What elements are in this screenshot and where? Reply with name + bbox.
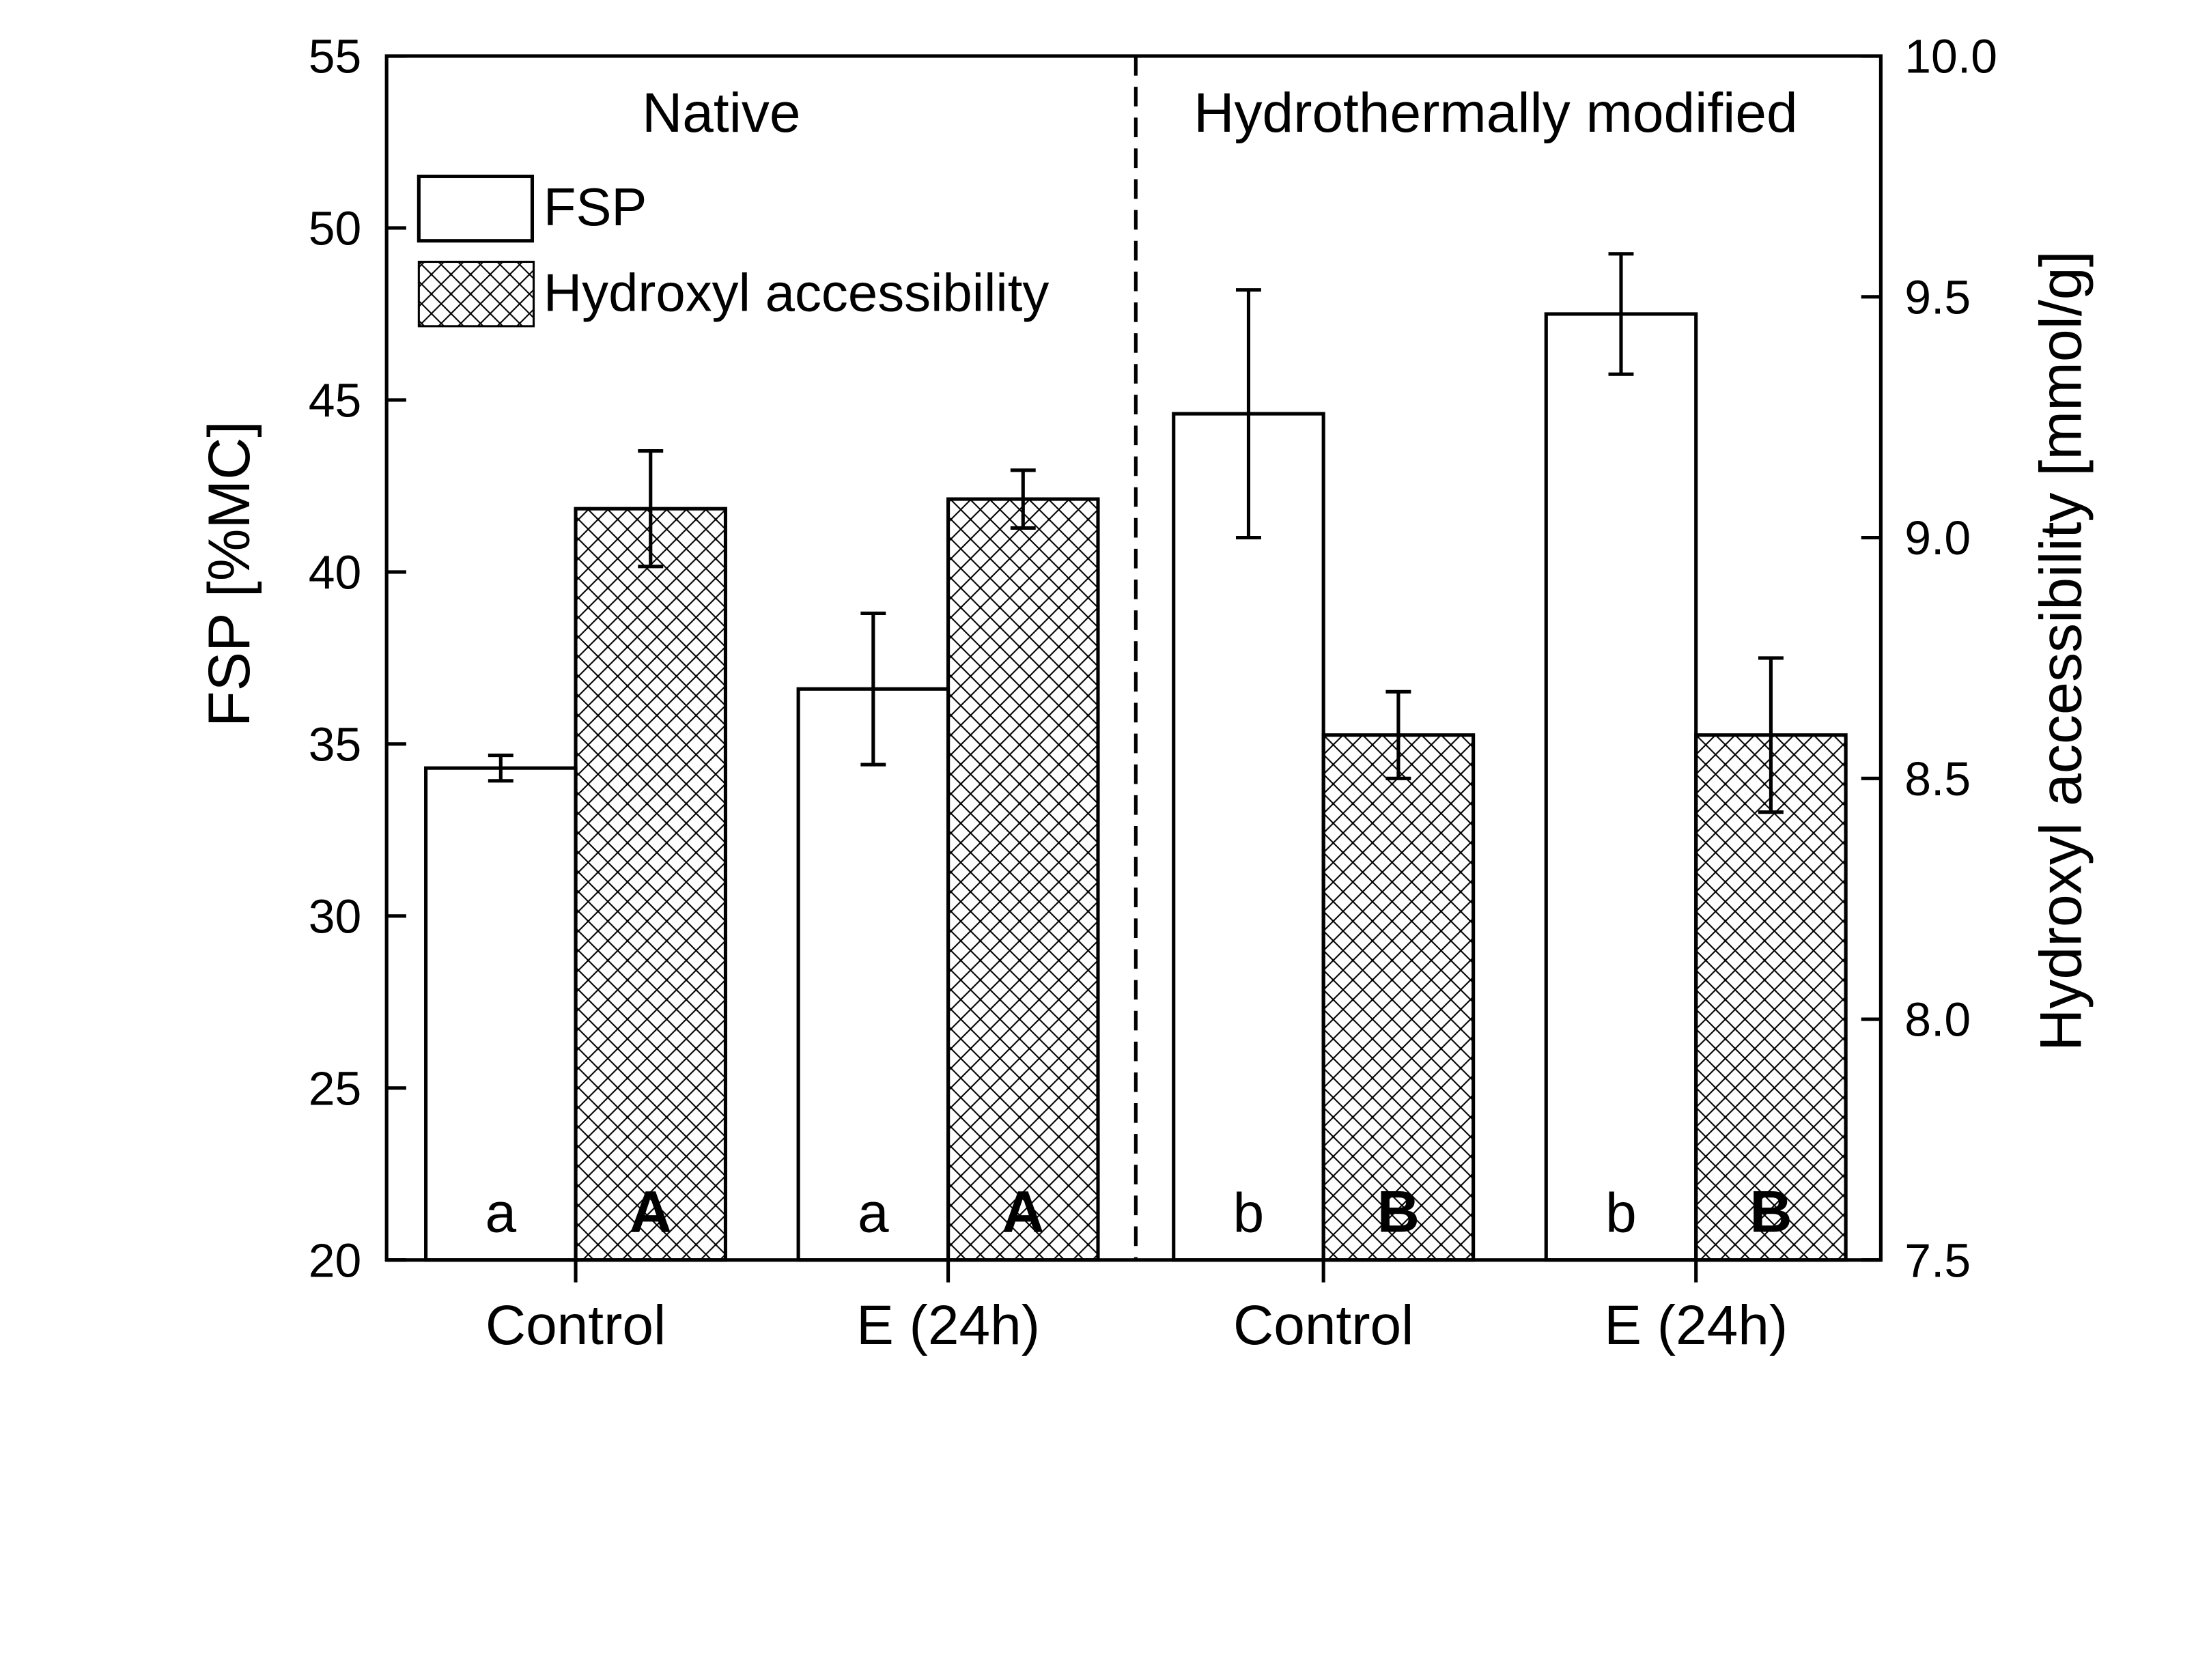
x-tick-label: E (24h) xyxy=(856,1294,1040,1356)
bar-fsp-0 xyxy=(424,766,578,1262)
legend-swatch-hydroxyl xyxy=(417,260,535,328)
legend-label-hydroxyl: Hydroxyl accessibility xyxy=(544,262,1049,322)
error-bar xyxy=(1010,468,1036,530)
plot-frame xyxy=(384,54,1883,1262)
significance-letter: A xyxy=(630,1180,672,1245)
significance-letter: A xyxy=(1002,1180,1044,1245)
y-tick-label-right: 9.0 xyxy=(1904,511,1971,565)
bar-fsp-2 xyxy=(1172,412,1325,1262)
error-bar xyxy=(488,753,513,783)
group-label-modified: Hydrothermally modified xyxy=(1194,82,1797,144)
error-bar xyxy=(1385,689,1411,780)
y-tick-label-left: 45 xyxy=(309,374,362,427)
y-tick-label-right: 9.5 xyxy=(1904,270,1971,324)
significance-letter: a xyxy=(858,1182,889,1244)
legend-label-fsp: FSP xyxy=(544,177,647,237)
y-axis-label-left: FSP [%MC] xyxy=(197,421,262,727)
error-bar xyxy=(860,611,886,767)
error-bar xyxy=(1758,656,1784,814)
significance-letter: b xyxy=(1233,1182,1265,1244)
x-tick-label: E (24h) xyxy=(1604,1294,1788,1356)
bar-hydroxyl-1 xyxy=(946,497,1100,1262)
group-label-native: Native xyxy=(642,82,800,144)
significance-letter: b xyxy=(1605,1182,1637,1244)
significance-letter: B xyxy=(1749,1180,1792,1245)
bar-hydroxyl-0 xyxy=(574,507,728,1262)
y-tick-label-left: 20 xyxy=(309,1234,362,1287)
error-bar xyxy=(1236,288,1261,540)
significance-letter: a xyxy=(485,1182,517,1244)
x-tick-label: Control xyxy=(1233,1294,1413,1356)
y-tick-label-left: 50 xyxy=(309,202,362,255)
y-tick-label-left: 25 xyxy=(309,1062,362,1115)
y-tick-label-right: 8.0 xyxy=(1904,993,1971,1047)
y-tick-label-left: 30 xyxy=(309,889,362,943)
bar-fsp-3 xyxy=(1544,312,1698,1262)
y-tick-label-left: 40 xyxy=(309,546,362,599)
y-axis-label-right: Hydroxyl accessibility [mmol/g] xyxy=(2029,251,2094,1051)
significance-letter: B xyxy=(1377,1180,1420,1245)
y-tick-label-right: 7.5 xyxy=(1904,1234,1971,1287)
legend-swatch-fsp xyxy=(417,174,535,243)
error-bar xyxy=(638,449,664,569)
legend: FSP Hydroxyl accessibility xyxy=(417,174,1049,328)
bar-fsp-1 xyxy=(796,687,951,1262)
error-bar xyxy=(1608,252,1634,376)
y-tick-label-right: 10.0 xyxy=(1904,30,1997,83)
y-tick-label-left: 55 xyxy=(309,30,362,83)
y-tick-label-left: 35 xyxy=(309,717,362,771)
x-tick-label: Control xyxy=(485,1294,666,1356)
y-tick-label-right: 8.5 xyxy=(1904,752,1971,806)
